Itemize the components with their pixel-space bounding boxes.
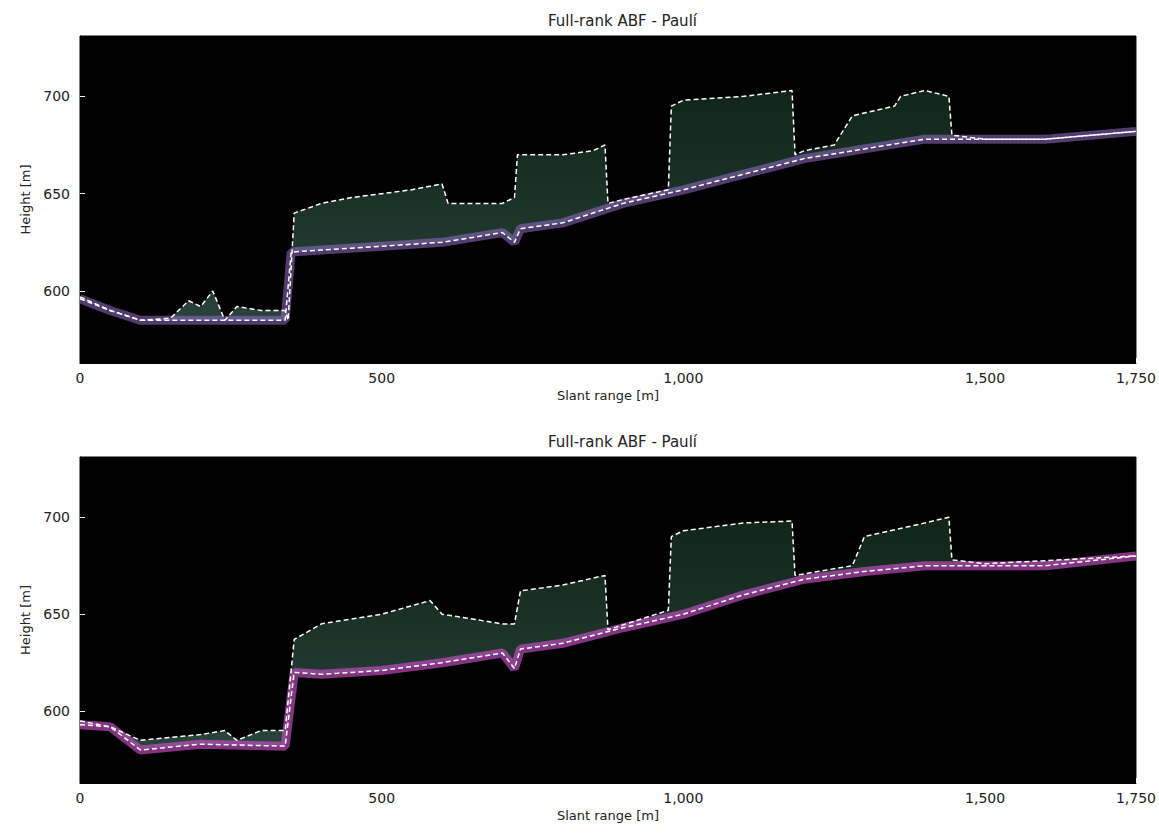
- svg-text:700: 700: [43, 88, 70, 104]
- svg-text:500: 500: [368, 790, 395, 806]
- svg-text:650: 650: [43, 186, 70, 202]
- svg-text:600: 600: [43, 283, 70, 299]
- svg-text:1,500: 1,500: [965, 370, 1005, 386]
- svg-text:Slant range [m]: Slant range [m]: [557, 388, 659, 403]
- svg-text:1,750: 1,750: [1116, 790, 1156, 806]
- svg-text:650: 650: [43, 606, 70, 622]
- svg-text:Height [m]: Height [m]: [18, 585, 33, 655]
- svg-text:700: 700: [43, 509, 70, 525]
- svg-text:1,000: 1,000: [663, 370, 703, 386]
- svg-text:Height [m]: Height [m]: [18, 165, 33, 235]
- svg-text:0: 0: [76, 790, 85, 806]
- svg-text:1,750: 1,750: [1116, 370, 1156, 386]
- svg-text:Full-rank ABF - Paulí: Full-rank ABF - Paulí: [548, 12, 698, 30]
- svg-text:Slant range [m]: Slant range [m]: [557, 808, 659, 823]
- svg-text:500: 500: [368, 370, 395, 386]
- svg-text:0: 0: [76, 370, 85, 386]
- svg-text:600: 600: [43, 703, 70, 719]
- svg-text:Full-rank ABF - Paulí: Full-rank ABF - Paulí: [548, 433, 698, 451]
- svg-text:1,000: 1,000: [663, 790, 703, 806]
- svg-text:1,500: 1,500: [965, 790, 1005, 806]
